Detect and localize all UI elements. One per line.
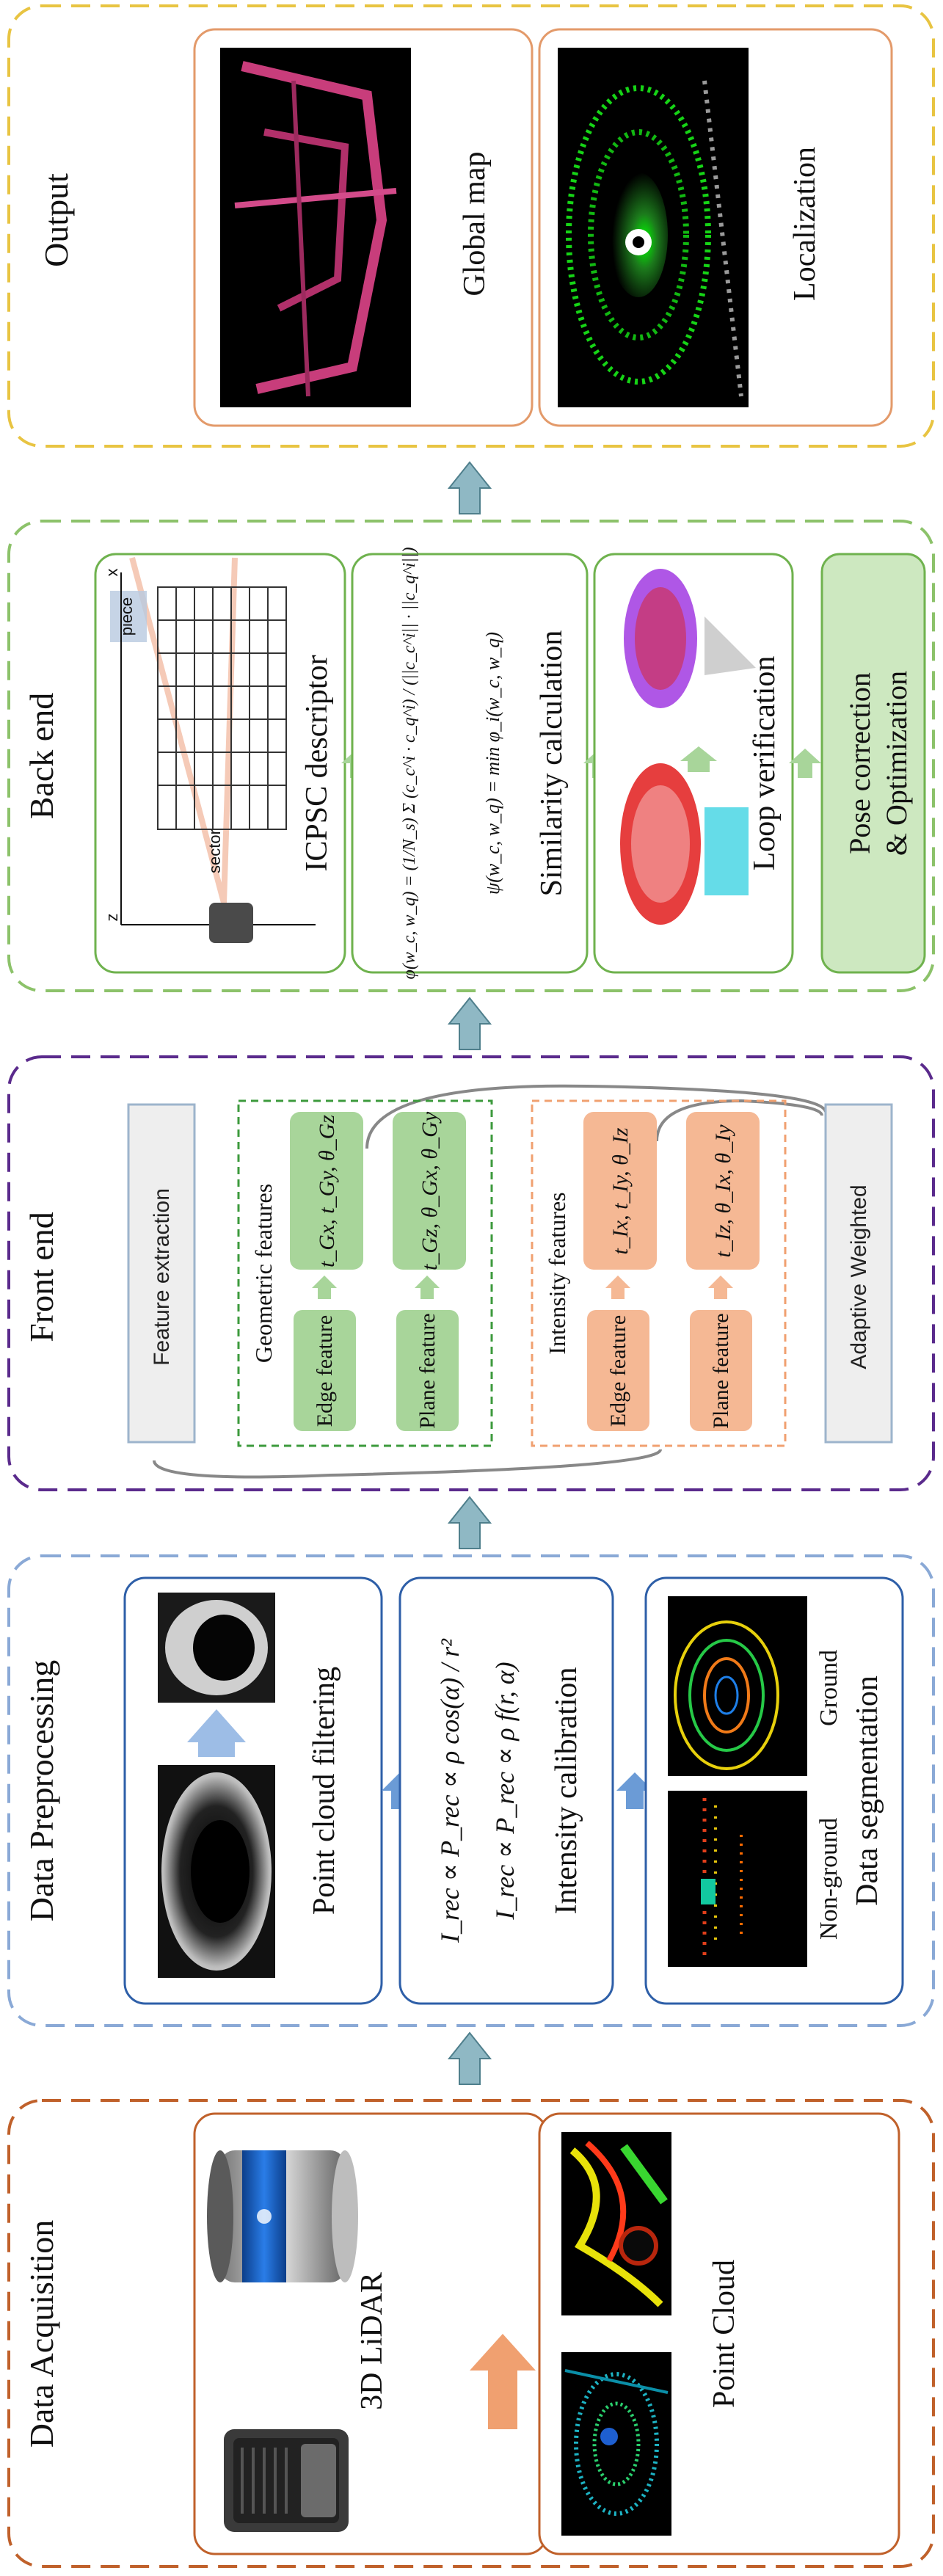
flow-arrow-4 <box>447 461 492 514</box>
lidar-device-cube-icon <box>224 2429 349 2532</box>
int-edge-arrow <box>605 1276 630 1299</box>
flow-arrow-3 <box>447 997 492 1050</box>
int-to-adaptive-curve <box>655 1099 823 1142</box>
acquisition-arrow <box>470 2334 536 2429</box>
feature-extraction-box <box>127 1103 196 1444</box>
output-frame <box>7 4 935 448</box>
backend-frame <box>7 520 935 992</box>
backend-title: Back end <box>23 693 60 819</box>
calib-to-seg-arrow <box>616 1772 653 1809</box>
int-edge-params: t_Ix, t_Iy, θ_Iz <box>608 1127 633 1254</box>
int-edge-feature-box <box>587 1310 649 1431</box>
acquisition-title: Data Acquisition <box>23 2220 60 2448</box>
similarity-eq1: φ(w_c, w_q) = (1/N_s) Σ (c_c^i · c_q^i) … <box>400 547 419 980</box>
loop-inner-arrow <box>680 746 717 772</box>
point-cloud-label: Point Cloud <box>707 2260 741 2408</box>
pose-panel <box>820 553 926 974</box>
filter-after-image <box>158 1593 275 1703</box>
loop-to-pose-arrow <box>789 749 821 778</box>
global-map-label: Global map <box>458 151 492 296</box>
geo-edge-feature-label: Edge feature <box>313 1315 337 1427</box>
extraction-to-intensity-curve <box>153 1449 662 1479</box>
localization-label: Localization <box>788 147 822 301</box>
calibration-label: Intensity calibration <box>550 1667 583 1914</box>
int-plane-params-box <box>686 1112 760 1270</box>
lidar-label: 3D LiDAR <box>355 2272 389 2410</box>
segmentation-ground-image <box>668 1596 807 1776</box>
output-title: Output <box>37 173 75 267</box>
piece-label: piece <box>117 597 136 636</box>
adaptive-weighted-box <box>824 1103 893 1444</box>
int-edge-feature-label: Edge feature <box>606 1315 630 1427</box>
geo-edge-feature-box <box>294 1310 356 1431</box>
geo-plane-params: t_Gz, θ_Gx, θ_Gy <box>418 1111 442 1270</box>
filter-arrow <box>187 1709 246 1757</box>
output-section: Output Global map Localization <box>7 4 935 448</box>
filter-before-image <box>158 1765 275 1978</box>
preprocessing-section: Data Preprocessing Point cloud filtering… <box>7 1554 935 2027</box>
geo-edge-arrow <box>312 1276 337 1299</box>
geo-plane-params-box <box>393 1112 466 1270</box>
sector-label: sector <box>205 829 224 873</box>
adaptive-weighted-label: Adaptive Weighted <box>847 1185 871 1369</box>
loop-pointcloud-before <box>620 763 749 925</box>
feature-extraction-label: Feature extraction <box>150 1188 174 1366</box>
intensity-group <box>531 1099 787 1447</box>
pose-line2: & Optimization <box>880 671 913 856</box>
descriptor-label: ICPSC descriptor <box>300 655 334 871</box>
lidar-device-cylinder-icon <box>207 2150 358 2282</box>
polar-grid-illustration <box>110 556 316 943</box>
int-plane-arrow <box>708 1276 733 1299</box>
geo-edge-params-box <box>290 1112 363 1270</box>
preprocessing-frame <box>7 1554 935 2027</box>
geo-plane-feature-box <box>396 1310 459 1431</box>
backend-section: Back end piece sector x z ICPSC descri <box>7 520 935 992</box>
frontend-section: Front end Feature extraction Geometric f… <box>7 1055 935 1491</box>
segmentation-label: Data segmentation <box>851 1676 884 1906</box>
frontend-title: Front end <box>23 1212 60 1342</box>
int-plane-params: t_Iz, θ_Ix, θ_Iy <box>711 1124 735 1258</box>
geo-plane-arrow <box>415 1276 440 1299</box>
flow-arrow-2 <box>447 1496 492 1549</box>
intensity-label: Intensity features <box>544 1192 570 1354</box>
nonground-label: Non-ground <box>815 1818 842 1940</box>
calibration-eq1: I_rec ∝ P_rec ∝ ρ cos(α) / r² <box>435 1638 465 1943</box>
axis-x-label: x <box>103 569 121 577</box>
frontend-frame <box>7 1055 935 1491</box>
point-cloud-image-2 <box>561 2132 671 2315</box>
point-cloud-image-1 <box>561 2352 671 2536</box>
calibration-panel <box>398 1576 614 2005</box>
acquisition-frame <box>7 2099 935 2568</box>
loop-label: Loop verification <box>748 656 782 871</box>
similarity-eq2: ψ(w_c, w_q) = min φ_i(w_c, w_q) <box>482 632 503 895</box>
geo-plane-feature-label: Plane feature <box>415 1313 440 1428</box>
geo-edge-params: t_Gx, t_Gy, θ_Gz <box>315 1115 339 1267</box>
geometric-label: Geometric features <box>250 1184 277 1363</box>
geometric-group <box>237 1099 493 1447</box>
flow-arrow-1 <box>447 2031 492 2085</box>
int-edge-params-box <box>583 1112 657 1270</box>
ground-label: Ground <box>815 1650 842 1726</box>
pose-line1: Pose correction <box>843 672 876 854</box>
localization-image <box>558 48 749 407</box>
axis-z-label: z <box>103 914 121 922</box>
int-plane-feature-label: Plane feature <box>709 1313 733 1428</box>
segmentation-nonground-image <box>668 1791 807 1967</box>
calibration-eq2: I_rec ∝ P_rec ∝ ρ f(r, α) <box>490 1662 520 1920</box>
acquisition-section: Data Acquisition 3D LiDAR <box>7 2099 935 2568</box>
int-plane-feature-box <box>690 1310 752 1431</box>
similarity-label: Similarity calculation <box>535 630 569 897</box>
geo-to-adaptive-curve <box>365 1084 827 1149</box>
preprocessing-title: Data Preprocessing <box>23 1660 60 1921</box>
global-map-image <box>220 48 411 407</box>
loop-pointcloud-after <box>624 569 756 708</box>
filter-label: Point cloud filtering <box>307 1667 341 1915</box>
